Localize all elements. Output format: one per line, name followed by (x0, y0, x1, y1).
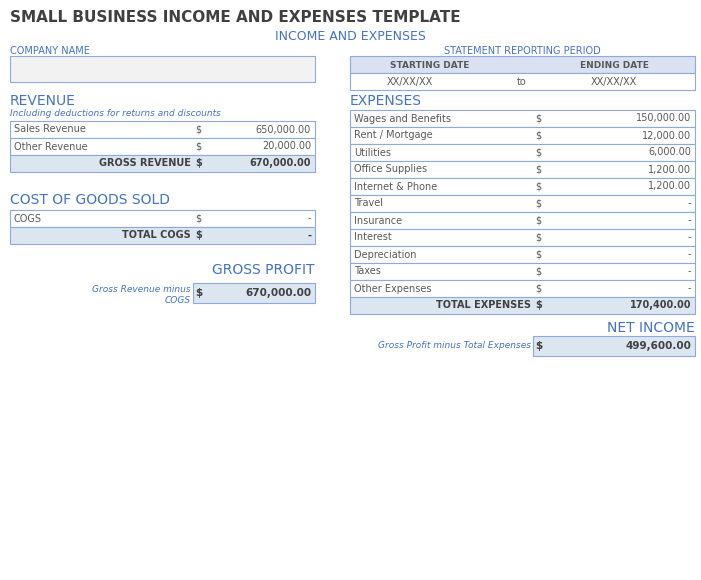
Bar (350, 161, 695, 178)
Text: $: $ (535, 249, 541, 259)
Bar (350, 195, 695, 212)
Text: -: - (688, 233, 691, 242)
Bar (350, 178, 695, 195)
Bar (350, 297, 695, 314)
Text: $: $ (195, 213, 201, 223)
Bar (10, 227, 315, 244)
Text: Other Expenses: Other Expenses (354, 284, 432, 293)
Text: 12,000.00: 12,000.00 (642, 130, 691, 140)
Text: XX/XX/XX: XX/XX/XX (591, 77, 637, 87)
Text: $: $ (535, 130, 541, 140)
Text: GROSS REVENUE: GROSS REVENUE (99, 158, 191, 169)
Text: Internet & Phone: Internet & Phone (354, 182, 437, 191)
Text: 499,600.00: 499,600.00 (625, 341, 691, 351)
Text: Travel: Travel (354, 198, 383, 208)
Text: TOTAL EXPENSES: TOTAL EXPENSES (436, 300, 531, 310)
Text: 1,200.00: 1,200.00 (648, 182, 691, 191)
Text: $: $ (195, 125, 201, 135)
Text: 650,000.00: 650,000.00 (256, 125, 311, 135)
Text: EXPENSES: EXPENSES (350, 94, 422, 108)
Text: $: $ (535, 198, 541, 208)
Text: 670,000.00: 670,000.00 (245, 288, 311, 298)
Text: TOTAL COGS: TOTAL COGS (122, 230, 191, 241)
Text: to: to (517, 77, 527, 87)
Bar (350, 144, 695, 161)
Text: -: - (688, 216, 691, 226)
Text: 150,000.00: 150,000.00 (636, 114, 691, 124)
Text: COST OF GOODS SOLD: COST OF GOODS SOLD (10, 193, 170, 207)
Text: $: $ (195, 288, 203, 298)
Text: 670,000.00: 670,000.00 (250, 158, 311, 169)
Bar (193, 283, 315, 303)
Text: ENDING DATE: ENDING DATE (580, 60, 648, 70)
Text: -: - (688, 266, 691, 277)
Bar (533, 336, 695, 356)
Text: -: - (307, 230, 311, 241)
Text: $: $ (195, 142, 201, 151)
Text: NET INCOME: NET INCOME (607, 321, 695, 335)
Text: Sales Revenue: Sales Revenue (14, 125, 86, 135)
Text: XX/XX/XX: XX/XX/XX (387, 77, 433, 87)
Text: REVENUE: REVENUE (10, 94, 76, 108)
Text: Office Supplies: Office Supplies (354, 165, 427, 175)
Text: $: $ (535, 233, 541, 242)
Bar (350, 263, 695, 280)
Text: STATEMENT REPORTING PERIOD: STATEMENT REPORTING PERIOD (444, 46, 600, 56)
Text: Interest: Interest (354, 233, 392, 242)
Text: Other Revenue: Other Revenue (14, 142, 88, 151)
Bar (350, 229, 695, 246)
Bar (10, 56, 315, 82)
Text: Gross Profit minus Total Expenses: Gross Profit minus Total Expenses (378, 342, 531, 350)
Text: $: $ (535, 266, 541, 277)
Text: 1,200.00: 1,200.00 (648, 165, 691, 175)
Text: SMALL BUSINESS INCOME AND EXPENSES TEMPLATE: SMALL BUSINESS INCOME AND EXPENSES TEMPL… (10, 10, 461, 26)
Text: INCOME AND EXPENSES: INCOME AND EXPENSES (275, 30, 426, 42)
Text: Utilities: Utilities (354, 147, 391, 158)
Bar (10, 121, 315, 138)
Text: Depreciation: Depreciation (354, 249, 416, 259)
Text: 170,400.00: 170,400.00 (629, 300, 691, 310)
Text: Gross Revenue minus
COGS: Gross Revenue minus COGS (93, 285, 191, 305)
Text: -: - (688, 198, 691, 208)
Bar (350, 73, 695, 90)
Text: 20,000.00: 20,000.00 (262, 142, 311, 151)
Text: $: $ (535, 114, 541, 124)
Bar (350, 246, 695, 263)
Text: COMPANY NAME: COMPANY NAME (10, 46, 90, 56)
Bar (10, 210, 315, 227)
Text: -: - (688, 249, 691, 259)
Text: $: $ (535, 284, 541, 293)
Text: COGS: COGS (14, 213, 42, 223)
Text: $: $ (535, 165, 541, 175)
Bar (350, 110, 695, 127)
Text: Wages and Benefits: Wages and Benefits (354, 114, 451, 124)
Text: Taxes: Taxes (354, 266, 381, 277)
Text: -: - (688, 284, 691, 293)
Bar (350, 127, 695, 144)
Text: $: $ (195, 230, 202, 241)
Text: 6,000.00: 6,000.00 (648, 147, 691, 158)
Bar (350, 56, 695, 73)
Bar (350, 212, 695, 229)
Text: $: $ (535, 147, 541, 158)
Text: $: $ (535, 341, 543, 351)
Bar (10, 155, 315, 172)
Text: $: $ (195, 158, 202, 169)
Text: -: - (308, 213, 311, 223)
Text: Including deductions for returns and discounts: Including deductions for returns and dis… (10, 108, 221, 118)
Text: Rent / Mortgage: Rent / Mortgage (354, 130, 433, 140)
Bar (350, 280, 695, 297)
Text: GROSS PROFIT: GROSS PROFIT (212, 263, 315, 277)
Text: Insurance: Insurance (354, 216, 402, 226)
Text: $: $ (535, 300, 542, 310)
Text: STARTING DATE: STARTING DATE (390, 60, 470, 70)
Bar (10, 138, 315, 155)
Text: $: $ (535, 182, 541, 191)
Text: $: $ (535, 216, 541, 226)
